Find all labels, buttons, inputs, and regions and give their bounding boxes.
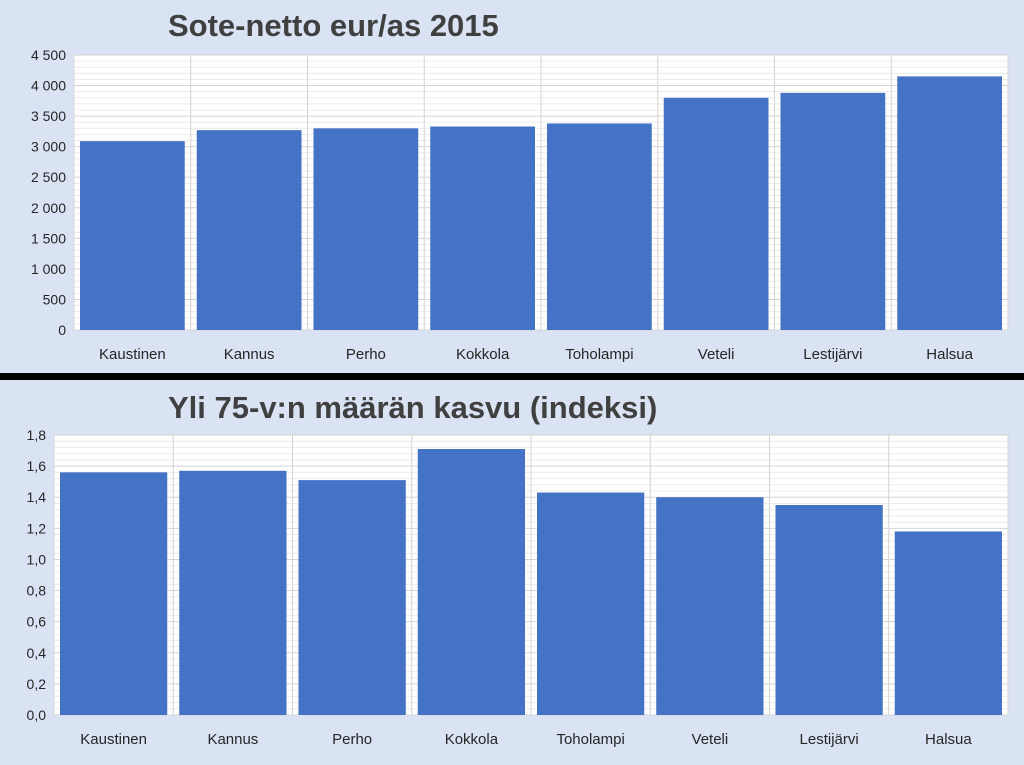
chart-panel-yli-75: Yli 75-v:n määrän kasvu (indeksi) 0,0 0,2… xyxy=(0,380,1024,765)
bar-kokkola xyxy=(417,449,525,715)
chart-title: Sote-netto eur/as 2015 xyxy=(168,8,499,43)
y-tick-label: 1,6 xyxy=(27,458,47,474)
y-tick-label: 1,2 xyxy=(27,520,47,536)
y-tick-label: 4 000 xyxy=(31,78,66,94)
x-tick-label: Toholampi xyxy=(556,731,624,748)
bar-perho xyxy=(313,128,419,330)
bar-toholampi xyxy=(537,492,645,715)
y-tick-label: 1,8 xyxy=(27,427,47,443)
y-tick-label: 3 500 xyxy=(31,108,66,124)
bar-veteli xyxy=(656,497,764,715)
x-tick-label: Kannus xyxy=(207,731,258,748)
y-tick-label: 3 000 xyxy=(31,139,66,155)
bar-veteli xyxy=(663,97,769,331)
x-tick-label: Kokkola xyxy=(456,346,510,363)
x-tick-label: Kannus xyxy=(224,346,275,363)
y-tick-label: 0,0 xyxy=(27,707,47,723)
bar-chart-yli-75: 0,0 0,2 0,4 0,6 0,8 1,0 1,2 1,4 1,6 1,8 Kaustinen K… xyxy=(27,427,1009,748)
y-tick-label: 2 000 xyxy=(31,200,66,216)
bar-lestijärvi xyxy=(780,92,886,330)
x-tick-label: Perho xyxy=(346,346,386,363)
bar-halsua xyxy=(897,76,1002,330)
y-tick-label: 1 500 xyxy=(31,230,66,246)
bar-kokkola xyxy=(430,126,535,330)
x-tick-label: Lestijärvi xyxy=(800,731,859,748)
y-tick-label: 0 xyxy=(58,322,66,338)
y-tick-label: 0,4 xyxy=(27,645,47,661)
y-tick-label: 0,2 xyxy=(27,676,47,692)
y-tick-label: 0,8 xyxy=(27,583,47,599)
y-tick-label: 0,6 xyxy=(27,614,47,630)
y-tick-label: 1 000 xyxy=(31,261,66,277)
bar-chart-sote-netto: 0 500 1 000 1 500 2 000 2 500 3 000 3 500 4 000 4… xyxy=(31,47,1009,363)
chart-title: Yli 75-v:n määrän kasvu (indeksi) xyxy=(168,390,658,425)
chart-panel-sote-netto: Sote-netto eur/as 2015 0 500 1 000 1 500 2 0… xyxy=(0,0,1024,374)
y-tick-label: 2 500 xyxy=(31,169,66,185)
x-tick-label: Perho xyxy=(332,731,372,748)
x-tick-label: Veteli xyxy=(698,346,735,363)
y-tick-label: 500 xyxy=(43,291,67,307)
bar-toholampi xyxy=(547,123,652,330)
bar-perho xyxy=(298,480,406,715)
x-tick-label: Kaustinen xyxy=(80,731,147,748)
bar-kaustinen xyxy=(80,141,185,330)
y-tick-label: 1,0 xyxy=(27,551,47,567)
x-tick-label: Toholampi xyxy=(565,346,633,363)
x-tick-label: Veteli xyxy=(692,731,729,748)
bar-kaustinen xyxy=(60,472,168,715)
y-tick-label: 4 500 xyxy=(31,47,66,63)
x-tick-label: Lestijärvi xyxy=(803,346,862,363)
x-tick-label: Halsua xyxy=(926,346,973,363)
x-tick-label: Kaustinen xyxy=(99,346,166,363)
bar-kannus xyxy=(179,470,287,715)
y-tick-label: 1,4 xyxy=(27,489,47,505)
bar-kannus xyxy=(196,130,302,330)
x-tick-label: Halsua xyxy=(925,731,972,748)
bar-halsua xyxy=(894,531,1002,715)
bar-lestijärvi xyxy=(775,505,883,715)
x-tick-label: Kokkola xyxy=(445,731,499,748)
